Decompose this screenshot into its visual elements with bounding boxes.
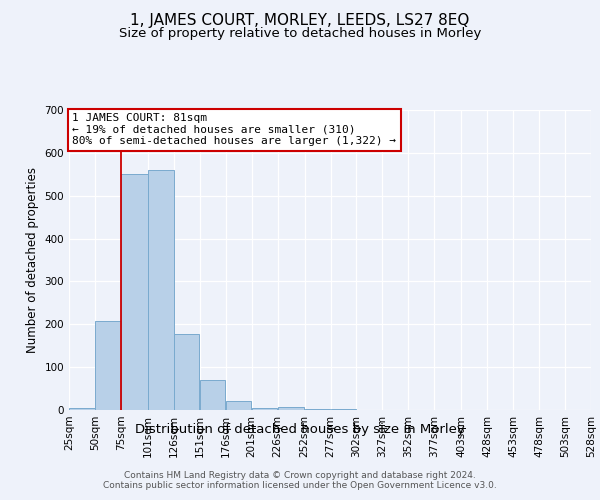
Bar: [331, 408, 356, 410]
Bar: [95, 322, 121, 410]
Text: 1 JAMES COURT: 81sqm
← 19% of detached houses are smaller (310)
80% of semi-deta: 1 JAMES COURT: 81sqm ← 19% of detached h…: [72, 113, 396, 146]
Bar: [305, 408, 330, 410]
Text: Distribution of detached houses by size in Morley: Distribution of detached houses by size …: [135, 422, 465, 436]
Text: Contains HM Land Registry data © Crown copyright and database right 2024.
Contai: Contains HM Land Registry data © Crown c…: [103, 470, 497, 490]
Bar: [252, 408, 277, 410]
Bar: [121, 174, 148, 410]
Bar: [69, 408, 95, 410]
Bar: [226, 402, 251, 410]
Bar: [278, 407, 304, 410]
Text: Size of property relative to detached houses in Morley: Size of property relative to detached ho…: [119, 28, 481, 40]
Bar: [174, 334, 199, 410]
Text: 1, JAMES COURT, MORLEY, LEEDS, LS27 8EQ: 1, JAMES COURT, MORLEY, LEEDS, LS27 8EQ: [130, 12, 470, 28]
Bar: [200, 380, 226, 410]
Y-axis label: Number of detached properties: Number of detached properties: [26, 167, 39, 353]
Bar: [148, 170, 173, 410]
